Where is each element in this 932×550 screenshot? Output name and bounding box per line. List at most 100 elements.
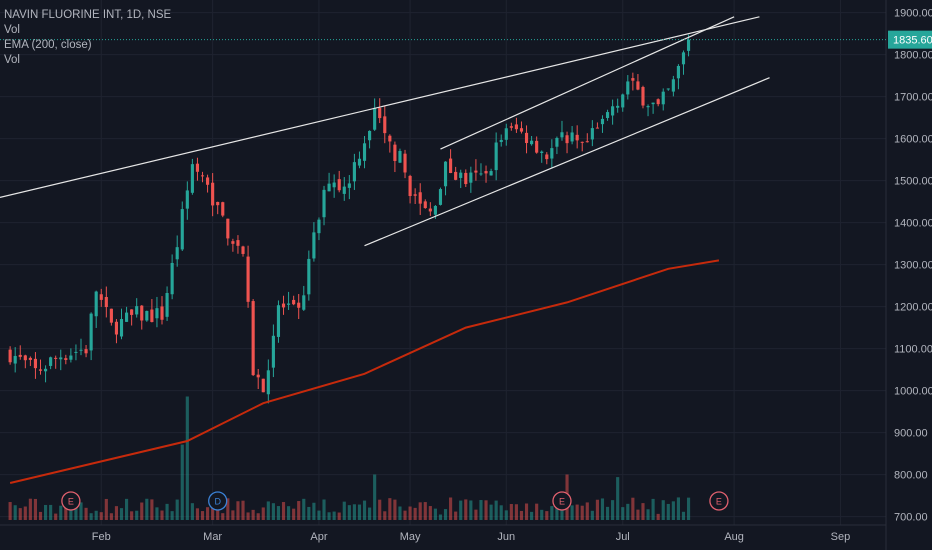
volume-bar: [388, 498, 392, 520]
candle-body: [524, 132, 529, 144]
volume-bar: [327, 512, 331, 520]
candle-body: [104, 296, 108, 308]
candle-body: [175, 247, 179, 260]
volume-bar: [519, 510, 524, 520]
candle-body: [170, 262, 174, 295]
volume-bar: [509, 504, 513, 520]
candle-body: [626, 81, 630, 95]
candle-body: [585, 141, 589, 143]
candle-body: [160, 306, 164, 320]
candle-body: [469, 172, 473, 183]
volume-bar: [681, 511, 686, 520]
candle-body: [114, 321, 119, 335]
earnings-event-marker: [709, 491, 729, 511]
volume-bar: [368, 507, 372, 520]
candle-body: [211, 182, 215, 206]
volume-bar: [251, 509, 255, 520]
y-tick-label: 700.00: [894, 512, 928, 524]
volume-bar: [236, 501, 240, 520]
volume-bar: [84, 507, 88, 520]
volume-bar: [555, 501, 559, 520]
candle-body: [580, 141, 584, 143]
candle-body: [317, 219, 321, 234]
x-tick-label: Apr: [310, 531, 327, 543]
chart-legend: NAVIN FLUORINE INT, 1D, NSE Vol EMA (200…: [4, 8, 171, 68]
volume-bar: [666, 503, 670, 520]
volume-bar: [383, 511, 387, 520]
candle-body: [231, 241, 235, 244]
candle-body: [616, 105, 620, 108]
volume-bar: [636, 509, 640, 520]
candle-body: [13, 355, 17, 364]
volume-bar: [352, 504, 356, 520]
last-price-label: 1835.60: [893, 35, 932, 47]
volume-bar: [423, 502, 427, 520]
candle-body: [418, 192, 422, 204]
volume-bar: [94, 510, 98, 520]
last-price-tag: [888, 30, 932, 49]
volume-bar: [64, 507, 68, 520]
volume-bar: [499, 505, 503, 520]
candle-body: [666, 88, 670, 90]
volume-bar: [281, 502, 286, 520]
volume-bar: [464, 499, 468, 520]
volume-bar: [155, 507, 159, 520]
candle-body: [686, 39, 691, 51]
candle-body: [352, 162, 356, 182]
candle-body: [18, 354, 22, 357]
trendline: [364, 77, 770, 247]
volume-bar: [398, 506, 402, 520]
volume-bar: [428, 506, 432, 520]
volume-bar: [317, 510, 321, 520]
volume-bar: [150, 499, 154, 520]
candle-body: [605, 112, 610, 118]
candle-body: [484, 171, 488, 174]
y-tick-label: 1100.00: [894, 344, 932, 356]
candle-body: [631, 78, 635, 81]
candle-body: [150, 309, 154, 322]
candle-body: [504, 128, 508, 140]
volume-bar: [580, 505, 584, 520]
volume-bar: [530, 511, 534, 520]
volume-bar: [231, 510, 235, 520]
volume-bar: [74, 505, 78, 520]
candle-body: [373, 107, 377, 130]
volume-bar: [59, 505, 63, 520]
candle-body: [509, 126, 513, 128]
candle-body: [575, 134, 579, 141]
volume-bar: [646, 509, 650, 520]
volume-bar: [271, 503, 275, 520]
candle-body: [621, 94, 625, 108]
dividend-event-label: D: [214, 497, 221, 507]
volume-bar: [125, 498, 129, 520]
ema-200-line: [9, 259, 720, 484]
candle-body: [79, 349, 83, 351]
candle-body: [408, 175, 412, 197]
candle-body: [297, 302, 301, 308]
volume-bar: [256, 513, 260, 520]
volume-bar: [307, 506, 311, 520]
volume-bar: [119, 508, 124, 520]
volume-bar: [175, 499, 179, 520]
candle-body: [611, 106, 615, 116]
candle-body: [216, 201, 220, 206]
volume-bar: [322, 499, 326, 520]
candle-body: [535, 140, 539, 153]
y-tick-label: 1700.00: [894, 92, 932, 104]
candle-body: [519, 128, 524, 132]
candle-body: [236, 240, 240, 246]
volume-bar: [140, 502, 144, 520]
volume-bar: [443, 509, 448, 520]
candle-body: [555, 137, 559, 147]
volume-bar: [494, 500, 498, 520]
volume-bar: [489, 504, 493, 520]
volume-bar: [104, 498, 108, 520]
volume-bar: [540, 509, 544, 520]
candle-body: [266, 370, 270, 395]
volume-bar: [378, 499, 382, 520]
volume-bar: [195, 508, 200, 520]
volume-bar: [524, 503, 529, 520]
volume-bar: [469, 500, 473, 520]
candle-body: [292, 299, 296, 305]
